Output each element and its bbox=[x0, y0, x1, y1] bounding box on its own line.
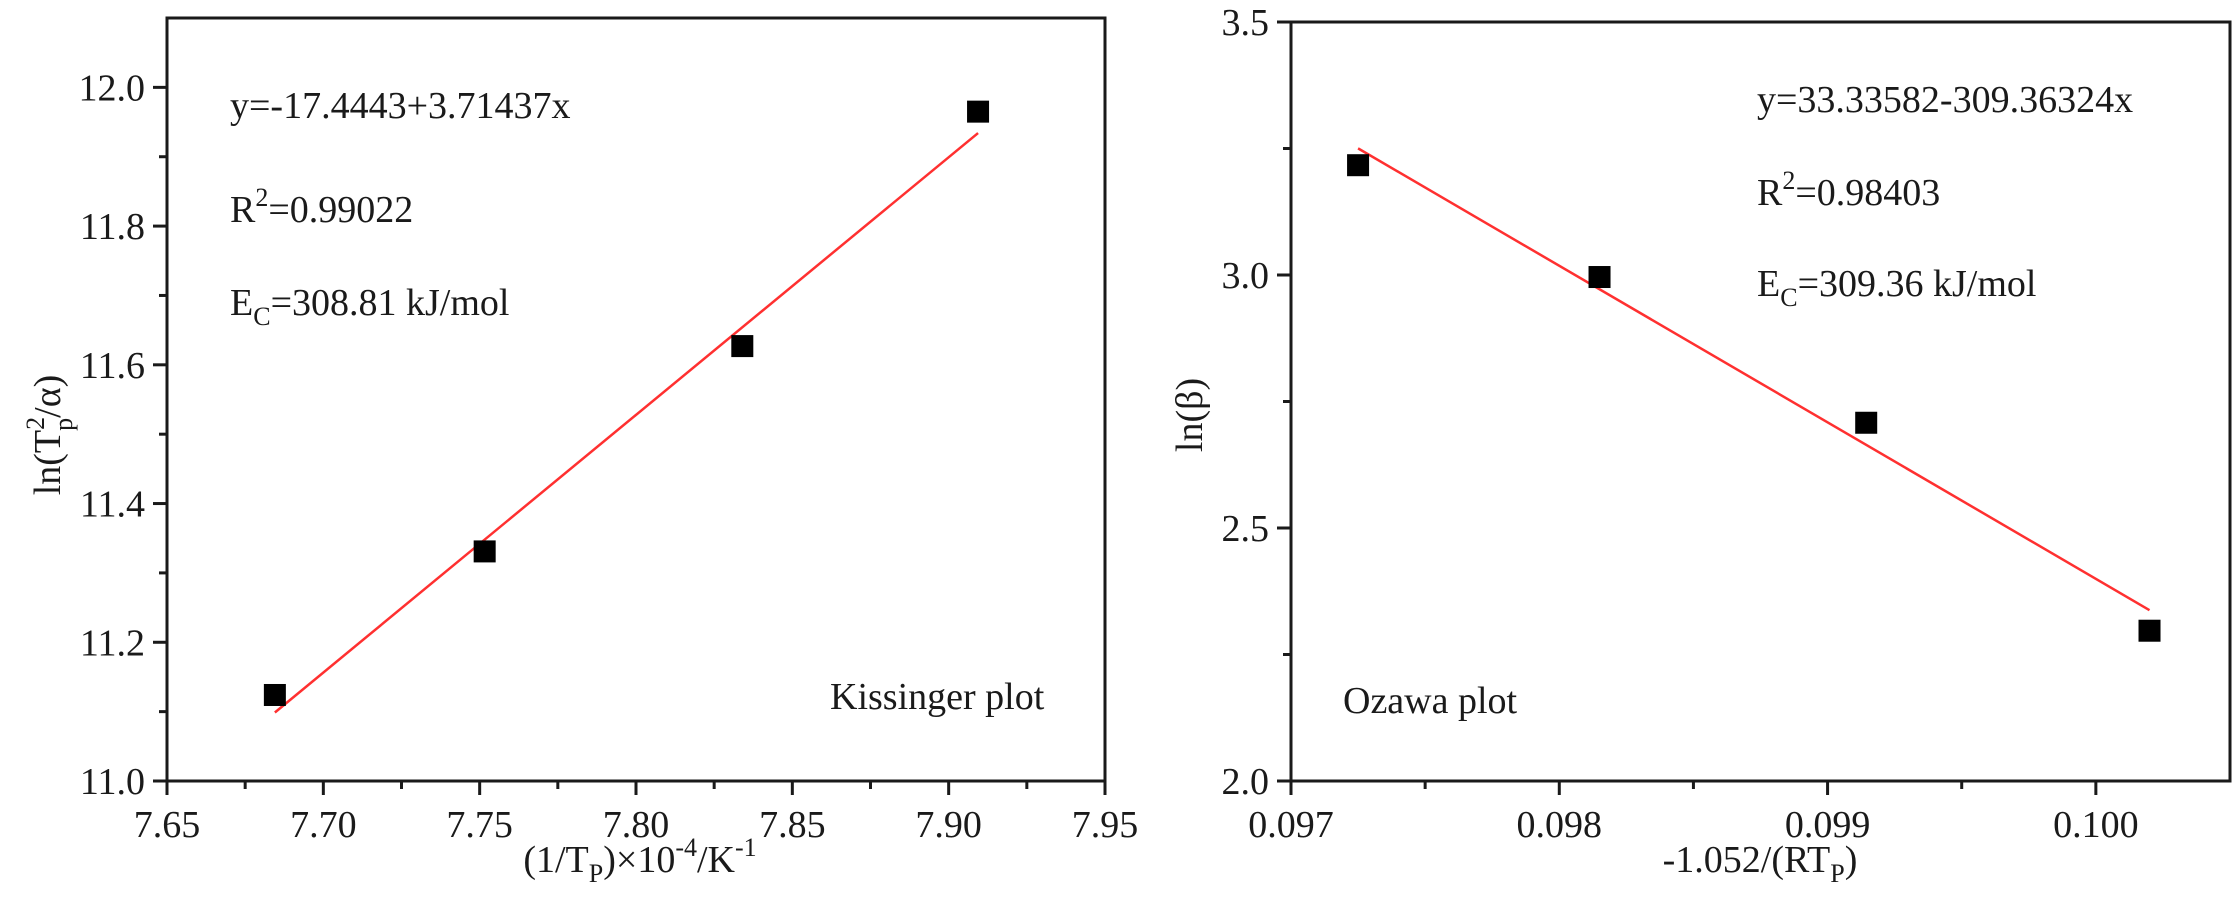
kissinger-x-tick-label: 7.75 bbox=[446, 804, 513, 846]
ozawa-y-ticks: 2.0 2.5 3.0 3.5 bbox=[1222, 2, 1291, 803]
kissinger-fit-line bbox=[274, 132, 979, 714]
ozawa-data-points bbox=[1347, 154, 2161, 642]
kissinger-y-ticks: 11.0 11.2 11.4 11.6 11.8 12.0 bbox=[79, 67, 167, 803]
ozawa-plot-label: Ozawa plot bbox=[1343, 680, 1518, 722]
kissinger-x-tick-label: 7.80 bbox=[603, 804, 670, 846]
kissinger-y-tick-label: 11.8 bbox=[80, 206, 145, 248]
ozawa-plot: 0.097 0.098 0.099 0.100 2.0 2.5 3.0 3.5 y=33.3… bbox=[1169, 2, 2232, 888]
kissinger-y-tick-label: 11.6 bbox=[80, 345, 145, 387]
kissinger-y-tick-label: 12.0 bbox=[79, 67, 146, 109]
kissinger-plot-label: Kissinger plot bbox=[830, 676, 1045, 718]
ozawa-x-tick-label: 0.098 bbox=[1517, 804, 1603, 846]
ozawa-y-axis-title: ln(β) bbox=[1169, 378, 1211, 452]
kissinger-data-point bbox=[731, 335, 754, 358]
ozawa-data-point bbox=[1588, 266, 1611, 289]
kissinger-y-tick-label: 11.4 bbox=[80, 484, 145, 526]
ozawa-r-squared: R2=0.98403 bbox=[1757, 166, 1940, 214]
ozawa-y-tick-label: 2.0 bbox=[1222, 761, 1270, 803]
kissinger-plot-frame bbox=[165, 16, 1107, 783]
ozawa-data-point bbox=[1855, 411, 1878, 434]
ozawa-x-tick-label: 0.100 bbox=[2053, 804, 2139, 846]
kissinger-activation-energy: EC=308.81 kJ/mol bbox=[230, 282, 509, 331]
kissinger-y-tick-label: 11.2 bbox=[80, 622, 145, 664]
kissinger-x-tick-label: 7.70 bbox=[290, 804, 357, 846]
ozawa-equation: y=33.33582-309.36324x bbox=[1757, 79, 2133, 121]
kissinger-data-point bbox=[967, 100, 990, 123]
ozawa-y-tick-label: 2.5 bbox=[1222, 508, 1270, 550]
ozawa-data-point bbox=[1347, 154, 1370, 177]
ozawa-x-tick-label: 0.099 bbox=[1785, 804, 1871, 846]
kissinger-x-tick-label: 7.85 bbox=[759, 804, 826, 846]
kissinger-x-tick-label: 7.95 bbox=[1072, 804, 1139, 846]
ozawa-fit-line bbox=[1357, 147, 2151, 612]
ozawa-plot-frame bbox=[1289, 20, 2232, 783]
ozawa-x-ticks: 0.097 0.098 0.099 0.100 bbox=[1248, 781, 2139, 846]
kissinger-x-axis-title: (1/TP)×10-4/K-1 bbox=[523, 833, 756, 888]
kissinger-x-tick-label: 7.90 bbox=[915, 804, 982, 846]
ozawa-data-point bbox=[2138, 619, 2161, 642]
kissinger-equation: y=-17.4443+3.71437x bbox=[230, 85, 571, 127]
ozawa-activation-energy: EC=309.36 kJ/mol bbox=[1757, 263, 2036, 312]
kissinger-x-tick-label: 7.65 bbox=[134, 804, 201, 846]
kissinger-r-squared: R2=0.99022 bbox=[230, 183, 413, 231]
ozawa-x-axis-title: -1.052/(RTP) bbox=[1663, 839, 1858, 888]
ozawa-y-tick-label: 3.0 bbox=[1222, 255, 1270, 297]
ozawa-x-tick-label: 0.097 bbox=[1248, 804, 1334, 846]
kissinger-data-points bbox=[263, 100, 990, 706]
kissinger-y-axis-title: ln(T2p/α) bbox=[21, 375, 78, 496]
kissinger-plot: 7.65 7.70 7.75 7.80 7.85 7.90 7.95 11.011.211.… bbox=[21, 16, 1139, 888]
kissinger-data-point bbox=[473, 540, 496, 563]
kissinger-y-tick-label: 11.0 bbox=[80, 761, 145, 803]
kissinger-x-ticks: 7.65 7.70 7.75 7.80 7.85 7.90 7.95 bbox=[134, 781, 1139, 846]
kissinger-data-point bbox=[263, 683, 286, 706]
ozawa-y-tick-label: 3.5 bbox=[1222, 2, 1270, 44]
